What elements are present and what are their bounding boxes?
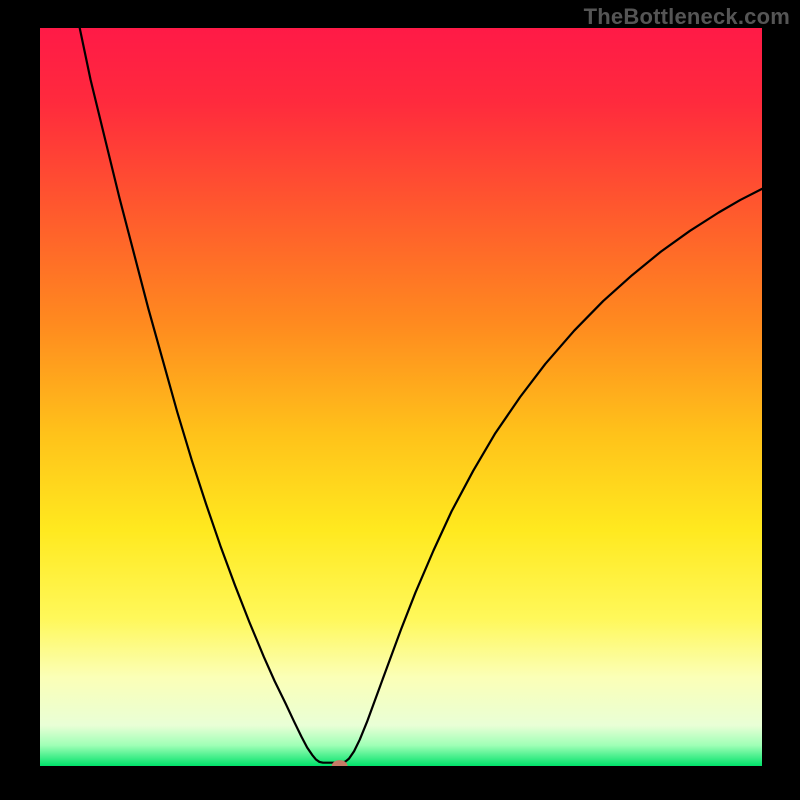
optimal-point-marker <box>332 760 348 772</box>
bottleneck-chart <box>0 0 800 800</box>
gradient-background <box>40 28 762 766</box>
watermark-text: TheBottleneck.com <box>584 4 790 30</box>
chart-container: TheBottleneck.com <box>0 0 800 800</box>
